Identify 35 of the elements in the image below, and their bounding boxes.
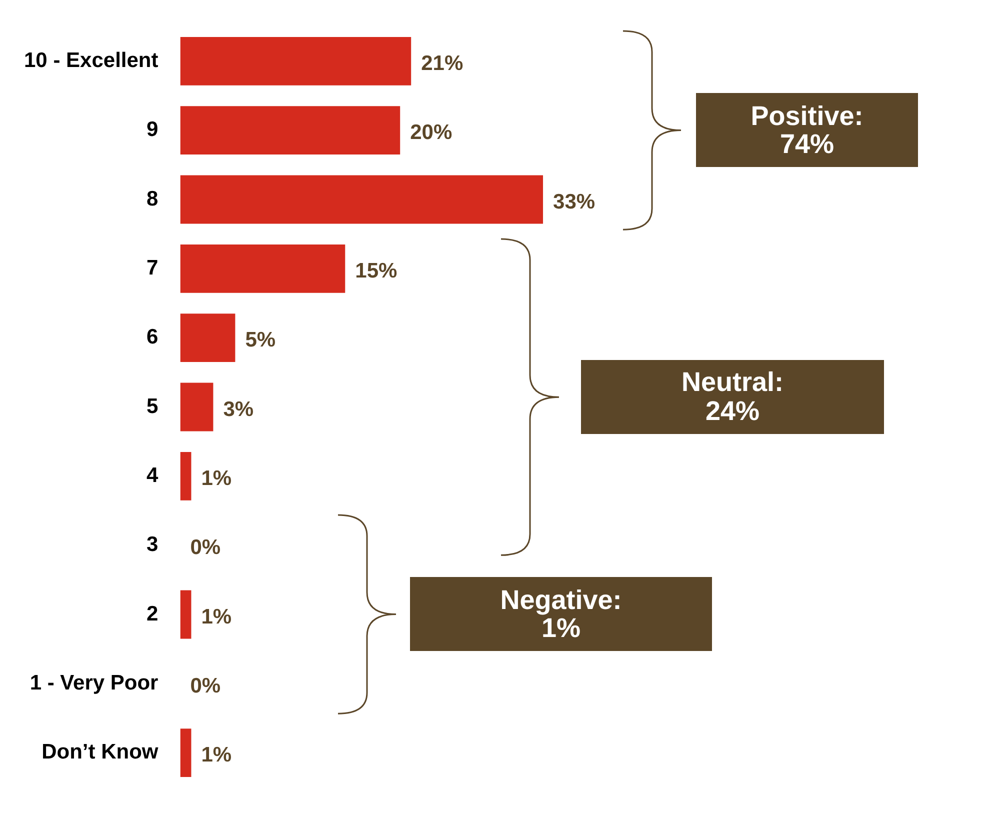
y-tick-label: 8 (146, 187, 159, 210)
data-label: 5% (245, 328, 276, 352)
y-tick-label: Don’t Know (42, 740, 159, 764)
y-tick-label: 7 (146, 256, 158, 280)
data-label: 15% (355, 259, 398, 282)
label-box: Positive: 74% (696, 93, 918, 168)
data-label: 1% (201, 605, 232, 628)
annotation: Negative: 1% (500, 585, 622, 644)
data-label: 20% (410, 121, 452, 144)
data-label: 33% (553, 190, 596, 214)
data-label: 1% (201, 744, 232, 767)
bar (180, 452, 192, 500)
label-box: Negative: 1% (410, 577, 712, 652)
y-tick-label: 10 - Excellent (24, 48, 158, 72)
bar (180, 728, 192, 778)
y-tick-label: 1 - Very Poor (30, 671, 158, 694)
y-tick-label: 6 (146, 326, 158, 349)
bar (180, 244, 346, 293)
data-label: 21% (421, 52, 464, 75)
bar (180, 590, 192, 639)
bar (180, 314, 236, 362)
bar (180, 106, 400, 155)
y-tick-label: 2 (146, 602, 158, 626)
bar (180, 382, 214, 432)
label-box: Neutral: 24% (581, 360, 884, 434)
data-label: 3% (223, 398, 254, 421)
y-tick-label: 9 (146, 118, 158, 142)
bar (180, 36, 412, 86)
data-label: 1% (201, 466, 232, 490)
y-tick-label: 4 (146, 464, 159, 487)
data-label: 0% (190, 536, 221, 560)
bar (180, 175, 544, 224)
data-label: 0% (190, 674, 221, 698)
y-tick-label: 5 (146, 394, 159, 418)
y-tick-label: 3 (146, 533, 158, 556)
